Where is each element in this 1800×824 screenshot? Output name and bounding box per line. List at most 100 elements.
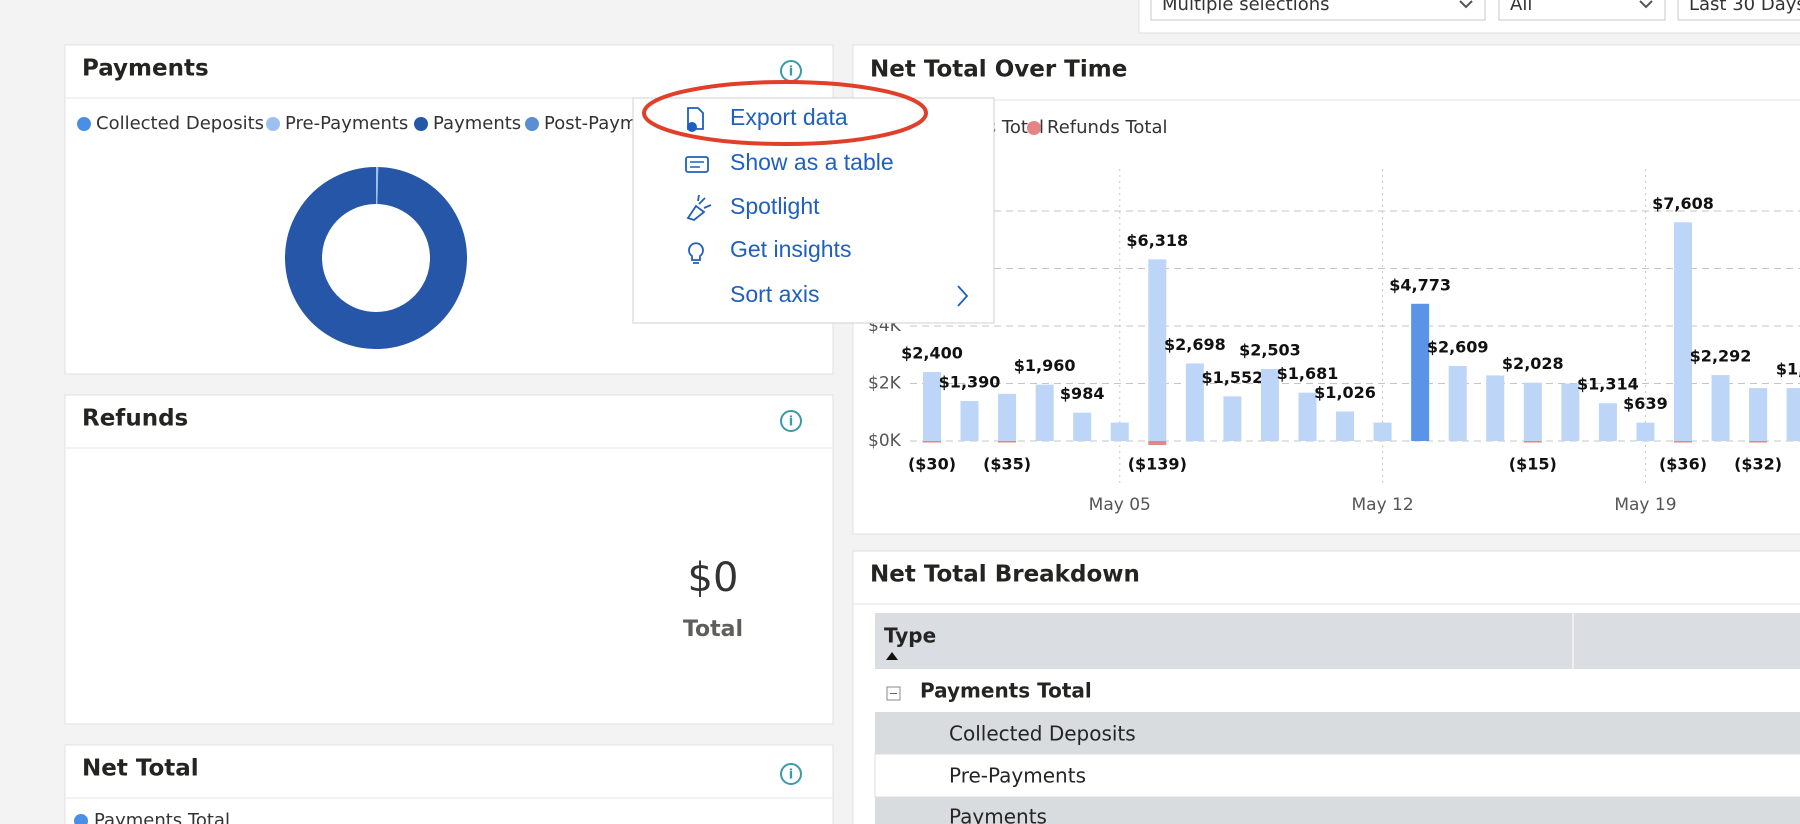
table-row bbox=[874, 753, 1800, 798]
data-label: ($35) bbox=[983, 455, 1031, 474]
panel-title: Net Total Over Time bbox=[870, 57, 1127, 83]
collapse-button[interactable] bbox=[886, 686, 901, 701]
panel-title: Net Total bbox=[82, 756, 199, 782]
table-row bbox=[875, 712, 1800, 754]
legend-swatch bbox=[266, 117, 280, 131]
table-cell: Collected Deposits bbox=[949, 722, 1136, 746]
legend-label: Payments bbox=[433, 113, 521, 134]
bar bbox=[1674, 222, 1692, 441]
menu-item[interactable]: Sort axis bbox=[730, 281, 969, 307]
x-tick-label: May 12 bbox=[1352, 495, 1414, 515]
bar bbox=[1598, 403, 1617, 441]
data-label: ($139) bbox=[1128, 455, 1187, 474]
bar bbox=[1073, 412, 1092, 441]
data-label: $1,026 bbox=[1314, 383, 1376, 402]
bar bbox=[923, 372, 941, 441]
column-header[interactable]: Type bbox=[884, 624, 936, 648]
legend-swatch bbox=[414, 117, 428, 131]
bar bbox=[1561, 383, 1580, 441]
table-row bbox=[875, 797, 1800, 824]
table-cell: Pre-Payments bbox=[949, 764, 1086, 788]
bar bbox=[1373, 422, 1392, 441]
data-label: $1,960 bbox=[1014, 356, 1076, 375]
bar bbox=[1636, 422, 1655, 441]
menu-label[interactable]: Show as a table bbox=[730, 149, 894, 175]
dropdown-text: Last 30 Days bbox=[1689, 0, 1800, 15]
menu-label[interactable]: Get insights bbox=[730, 236, 851, 262]
dropdown[interactable] bbox=[1498, 0, 1666, 21]
data-label: $6,318 bbox=[1126, 231, 1188, 250]
dropdown-text: All bbox=[1510, 0, 1532, 15]
menu-label[interactable]: Export data bbox=[730, 104, 848, 130]
menu-item[interactable]: Spotlight bbox=[686, 193, 820, 222]
bar bbox=[1523, 382, 1542, 441]
submenu-chevron bbox=[957, 285, 969, 307]
info-icon[interactable]: i bbox=[780, 763, 802, 785]
legend-label: Refunds Total bbox=[1047, 117, 1168, 138]
bar bbox=[1411, 303, 1430, 441]
data-label: $1,314 bbox=[1577, 375, 1639, 394]
bar bbox=[1786, 388, 1800, 441]
table-header bbox=[875, 613, 1800, 669]
bar bbox=[960, 401, 979, 441]
legend-label: Pre-Payments bbox=[285, 113, 408, 134]
bar bbox=[1749, 388, 1768, 441]
bar bbox=[998, 441, 1017, 443]
table-row bbox=[875, 669, 1800, 712]
data-label: $2,400 bbox=[901, 344, 963, 363]
data-label: ($36) bbox=[1659, 455, 1707, 474]
menu-item[interactable]: Get insights bbox=[688, 236, 851, 264]
data-label: ($15) bbox=[1509, 455, 1557, 474]
bar bbox=[1711, 375, 1730, 441]
legend-label: Collected Deposits bbox=[96, 113, 264, 134]
menu-label[interactable]: Spotlight bbox=[730, 193, 820, 219]
bar bbox=[1223, 396, 1242, 441]
dropdown[interactable] bbox=[1677, 0, 1800, 21]
bar bbox=[1260, 369, 1279, 441]
bar bbox=[1336, 411, 1355, 441]
data-label: $1,681 bbox=[1277, 364, 1339, 383]
bar bbox=[923, 441, 941, 443]
table-cell: Payments bbox=[949, 805, 1047, 824]
y-tick-label: $2K bbox=[868, 374, 902, 394]
menu-label[interactable]: Sort axis bbox=[730, 281, 819, 307]
icon bbox=[685, 156, 709, 173]
x-tick-label: May 19 bbox=[1614, 495, 1676, 515]
icon bbox=[686, 194, 712, 222]
sort-arrow bbox=[886, 652, 898, 660]
kpi-value: $0 bbox=[688, 555, 739, 601]
data-label: $2,503 bbox=[1239, 341, 1301, 360]
icon bbox=[687, 122, 697, 132]
data-label: ($30) bbox=[908, 455, 956, 474]
legend-swatch bbox=[74, 814, 88, 824]
dropdown[interactable] bbox=[1150, 0, 1486, 21]
bar bbox=[1298, 392, 1317, 441]
bar bbox=[998, 393, 1017, 441]
bar bbox=[1486, 375, 1505, 441]
data-label: $1,8 bbox=[1776, 360, 1800, 379]
data-label: $1,552 bbox=[1202, 368, 1264, 387]
panel bbox=[64, 744, 834, 824]
icon bbox=[688, 242, 704, 264]
data-label: $1,390 bbox=[939, 373, 1001, 392]
info-icon[interactable]: i bbox=[780, 410, 802, 432]
donut-segment bbox=[285, 167, 467, 349]
bar bbox=[1035, 384, 1054, 441]
icon bbox=[690, 161, 704, 168]
menu-item[interactable]: Show as a table bbox=[685, 149, 894, 175]
bar bbox=[1148, 441, 1167, 445]
kpi-label: Total bbox=[683, 617, 743, 642]
svg-text:i: i bbox=[789, 65, 793, 80]
x-tick-label: May 05 bbox=[1089, 495, 1151, 515]
svg-text:i: i bbox=[789, 768, 793, 783]
data-label: $2,609 bbox=[1427, 337, 1489, 356]
data-label: $2,028 bbox=[1502, 354, 1564, 373]
bar bbox=[1185, 363, 1204, 441]
chevron bbox=[1639, 0, 1653, 9]
legend-swatch bbox=[525, 117, 539, 131]
menu-item[interactable]: Export data bbox=[687, 104, 848, 132]
panel bbox=[852, 44, 1800, 535]
data-label: $984 bbox=[1060, 384, 1105, 403]
